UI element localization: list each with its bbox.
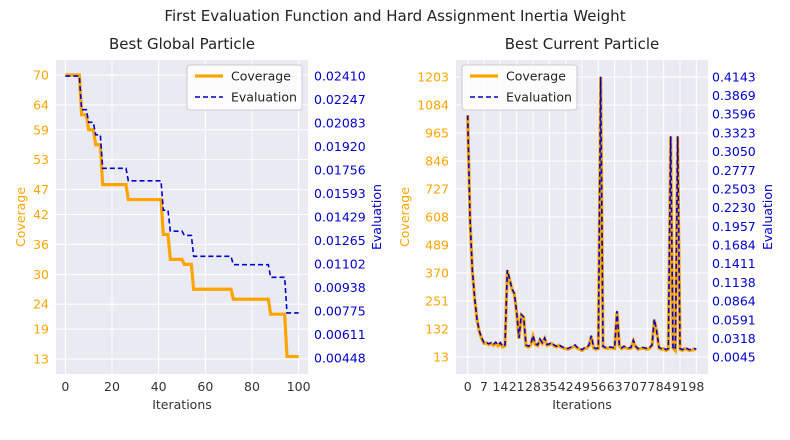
y2-tick-label: 0.4143 xyxy=(712,69,756,84)
y2-tick-label: 0.02247 xyxy=(314,92,366,107)
y2-tick-label: 0.01593 xyxy=(314,186,366,201)
y-tick-label: 1084 xyxy=(417,98,449,113)
y-tick-label: 64 xyxy=(33,97,49,112)
y2-tick-label: 0.01102 xyxy=(314,256,366,271)
y-tick-label: 19 xyxy=(33,322,49,337)
y-tick-label: 251 xyxy=(425,293,449,308)
x-tick-label: 80 xyxy=(244,379,260,394)
legend-coverage-label: Coverage xyxy=(231,69,291,84)
y-tick-label: 608 xyxy=(425,210,449,225)
y2-tick-label: 0.01756 xyxy=(314,163,366,178)
y2-tick-label: 0.2777 xyxy=(712,163,756,178)
y-tick-label: 36 xyxy=(33,237,49,252)
coverage-line xyxy=(65,73,299,359)
plot-area xyxy=(56,60,308,374)
y-tick-label: 13 xyxy=(433,349,449,364)
y-tick-label: 59 xyxy=(33,122,49,137)
x-tick-label: 35 xyxy=(541,379,557,394)
y2-tick-label: 0.01265 xyxy=(314,233,366,248)
figure-title: First Evaluation Function and Hard Assig… xyxy=(164,7,625,25)
chart-best-global-particle: Best Global Particle 0 20 40 60 80 100 70 64 59 53… xyxy=(13,35,384,412)
y2-tick-label: 0.3869 xyxy=(712,88,756,103)
legend-coverage-label: Coverage xyxy=(506,69,566,84)
y2-tick-label: 0.0864 xyxy=(712,294,756,309)
x-tick-label: 0 xyxy=(61,379,69,394)
y-axis-label: Coverage xyxy=(13,187,28,247)
x-tick-label: 63 xyxy=(607,379,623,394)
legend: Coverage Evaluation xyxy=(186,64,303,111)
evaluation-line xyxy=(65,75,299,314)
chart-title: Best Global Particle xyxy=(109,35,255,53)
y-tick-label: 846 xyxy=(425,154,449,169)
y2-tick-label: 0.3050 xyxy=(712,144,756,159)
y2-tick-label: 0.0318 xyxy=(712,331,756,346)
y2-tick-label: 0.1957 xyxy=(712,219,756,234)
y2-tick-label: 0.00938 xyxy=(314,280,366,295)
x-axis-label: Iterations xyxy=(152,397,212,412)
y-tick-label: 132 xyxy=(425,321,449,336)
y2-axis-label: Evaluation xyxy=(760,184,775,250)
x-tick-label: 49 xyxy=(574,379,590,394)
y2-tick-label: 0.3323 xyxy=(712,125,756,140)
y-tick-label: 42 xyxy=(33,207,49,222)
y2-tick-label: 0.02410 xyxy=(314,69,366,84)
y2-tick-label: 0.01920 xyxy=(314,139,366,154)
x-tick-label: 100 xyxy=(287,379,311,394)
x-tick-label: 14 xyxy=(492,379,508,394)
x-tick-label: 91 xyxy=(672,379,688,394)
legend-evaluation-label: Evaluation xyxy=(231,90,297,105)
x-tick-label: 28 xyxy=(525,379,541,394)
x-tick-label: 7 xyxy=(480,379,488,394)
y-tick-label: 965 xyxy=(425,126,449,141)
y-tick-label: 70 xyxy=(33,67,49,82)
x-tick-label: 20 xyxy=(104,379,120,394)
y2-tick-label: 0.0045 xyxy=(712,350,756,365)
y-tick-label: 13 xyxy=(33,352,49,367)
y2-tick-label: 0.2230 xyxy=(712,200,756,215)
x-tick-label: 0 xyxy=(464,379,472,394)
x-tick-label: 70 xyxy=(623,379,639,394)
y2-tick-label: 0.00448 xyxy=(314,350,366,365)
chart-title: Best Current Particle xyxy=(505,35,660,53)
x-tick-label: 21 xyxy=(509,379,525,394)
x-axis-label: Iterations xyxy=(552,397,612,412)
x-tick-label: 77 xyxy=(639,379,655,394)
evaluation-line xyxy=(466,76,697,352)
x-tick-label: 98 xyxy=(688,379,704,394)
y2-tick-label: 0.1684 xyxy=(712,238,756,253)
y-axis-label: Coverage xyxy=(397,187,412,247)
y-tick-label: 370 xyxy=(425,265,449,280)
y-tick-label: 24 xyxy=(33,297,49,312)
y2-axis-label: Evaluation xyxy=(369,184,384,250)
y2-tick-label: 0.0591 xyxy=(712,312,756,327)
x-tick-label: 84 xyxy=(656,379,672,394)
y2-tick-label: 0.1138 xyxy=(712,275,756,290)
y-tick-label: 53 xyxy=(33,152,49,167)
x-tick-label: 60 xyxy=(197,379,213,394)
y2-tick-label: 0.2503 xyxy=(712,182,756,197)
y2-tick-label: 0.02083 xyxy=(314,116,366,131)
y2-tick-label: 0.01429 xyxy=(314,210,366,225)
y2-tick-label: 0.3596 xyxy=(712,107,756,122)
legend: Coverage Evaluation xyxy=(461,64,578,111)
x-tick-label: 40 xyxy=(151,379,167,394)
y2-tick-label: 0.1411 xyxy=(712,256,756,271)
y-tick-label: 1203 xyxy=(417,70,449,85)
y-tick-label: 727 xyxy=(425,182,449,197)
legend-evaluation-label: Evaluation xyxy=(506,90,572,105)
x-tick-label: 42 xyxy=(558,379,574,394)
y2-tick-label: 0.00611 xyxy=(314,327,366,342)
y-tick-label: 47 xyxy=(33,182,49,197)
y-tick-label: 489 xyxy=(425,237,449,252)
x-tick-label: 56 xyxy=(590,379,606,394)
y2-tick-label: 0.00775 xyxy=(314,303,366,318)
y-tick-label: 30 xyxy=(33,267,49,282)
